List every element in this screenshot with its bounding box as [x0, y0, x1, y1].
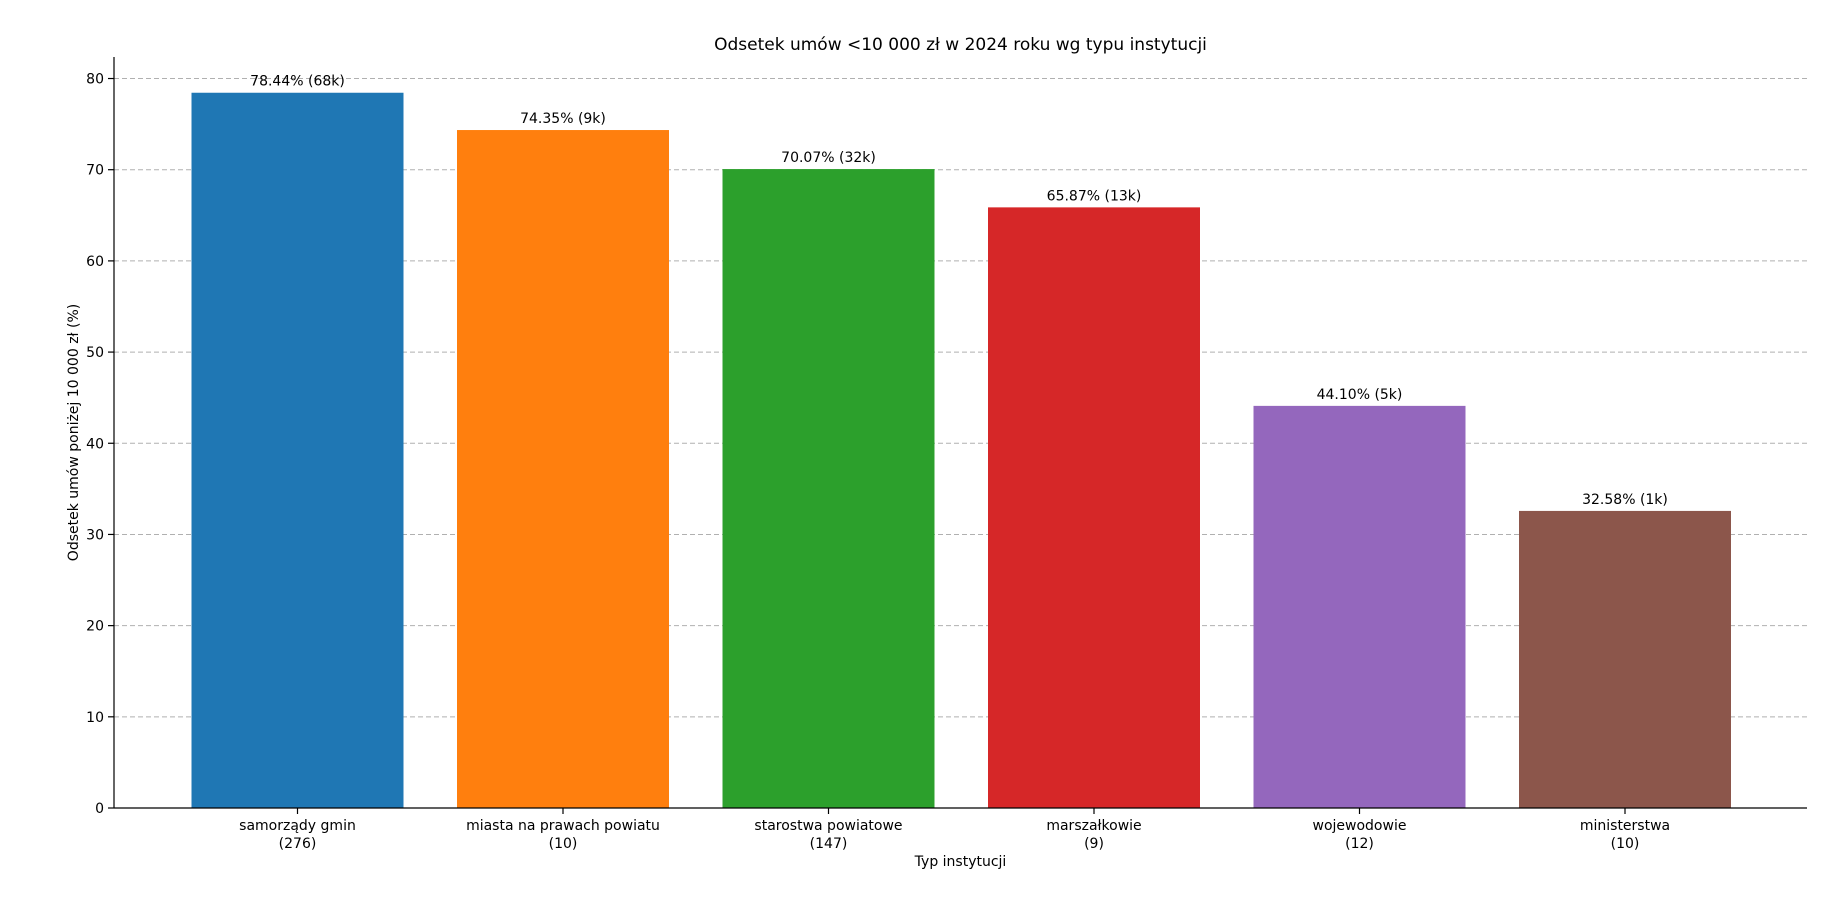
y-ticks: 0 10 20 30 40 50 60 70 80: [86, 72, 114, 817]
y-tick-label: 60: [86, 254, 104, 270]
x-tick-count: (12): [1345, 836, 1374, 852]
bar-value-label: 74.35% (9k): [520, 111, 606, 127]
y-tick-label: 80: [86, 72, 104, 88]
bar: [191, 92, 404, 809]
x-tick-label: wojewodowie: [1313, 818, 1407, 834]
y-tick-label: 10: [86, 710, 104, 726]
y-tick-label: 20: [86, 619, 104, 635]
bar: [988, 207, 1200, 808]
x-tick-label: starostwa powiatowe: [754, 818, 902, 834]
x-axis-title: Typ instytucji: [914, 854, 1007, 870]
y-tick-label: 0: [95, 801, 104, 817]
x-tick-label: marszałkowie: [1046, 818, 1141, 834]
x-tick-count: (10): [1611, 836, 1640, 852]
chart-title: Odsetek umów <10 000 zł w 2024 roku wg t…: [714, 35, 1207, 55]
bar: [1253, 405, 1466, 808]
x-tick-label: samorządy gmin: [239, 818, 356, 834]
bar-value-label: 44.10% (5k): [1317, 387, 1403, 403]
axes: [113, 57, 1807, 809]
bar: [1519, 510, 1731, 808]
y-tick-label: 30: [86, 527, 104, 543]
y-tick-label: 40: [86, 436, 104, 452]
x-tick-count: (10): [549, 836, 578, 852]
x-ticks: samorządy gmin (276) miasta na prawach pow…: [239, 808, 1670, 852]
y-axis-title: Odsetek umów poniżej 10 000 zł (%): [66, 304, 82, 561]
bar-value-label: 70.07% (32k): [781, 150, 876, 166]
x-tick-count: (147): [810, 836, 848, 852]
data-labels: 78.44% (68k) 74.35% (9k) 70.07% (32k) 65.87…: [250, 74, 1668, 508]
bar-value-label: 78.44% (68k): [250, 74, 345, 90]
x-tick-label: ministerstwa: [1580, 818, 1670, 834]
x-tick-count: (9): [1084, 836, 1104, 852]
y-tick-label: 50: [86, 345, 104, 361]
bar-value-label: 32.58% (1k): [1582, 492, 1668, 508]
bar-value-label: 65.87% (13k): [1047, 188, 1142, 204]
y-tick-label: 70: [86, 163, 104, 179]
x-tick-label: miasta na prawach powiatu: [466, 818, 660, 834]
bar: [722, 169, 935, 809]
bar: [457, 130, 669, 809]
bars: [191, 92, 1731, 809]
x-tick-count: (276): [279, 836, 317, 852]
